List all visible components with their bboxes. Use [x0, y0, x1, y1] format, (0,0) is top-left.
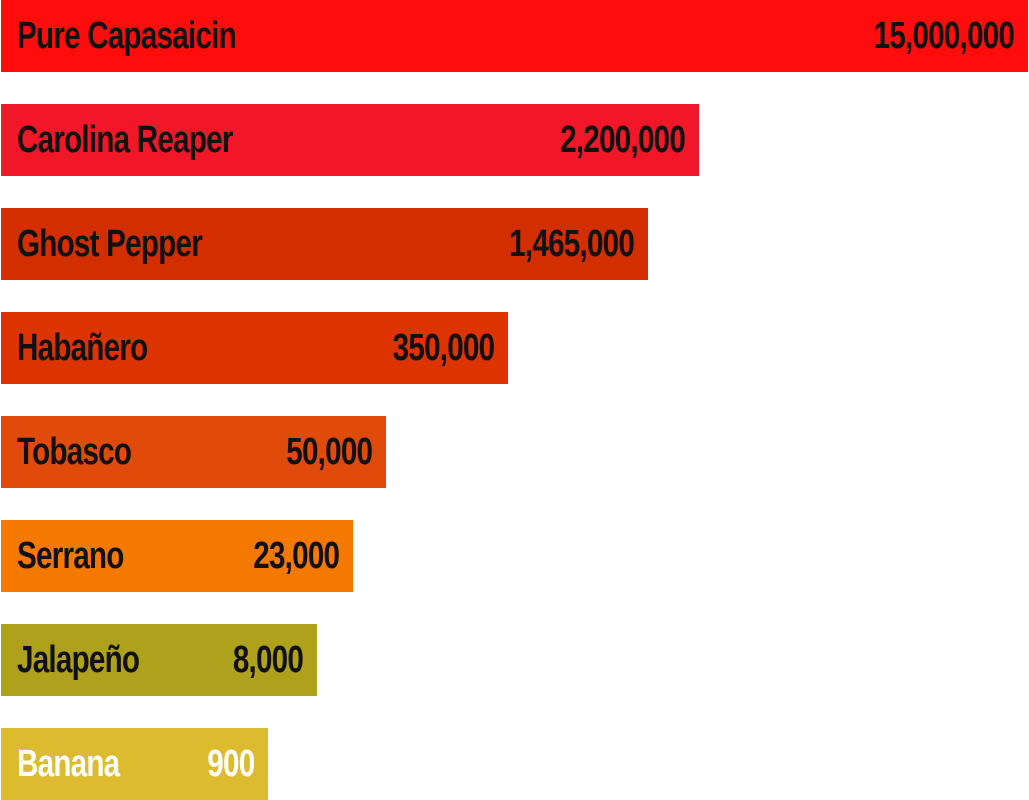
bar-label-5: Serrano [17, 535, 124, 577]
bar-label-0: Pure Capasaicin [17, 15, 237, 57]
bar-1: Carolina Reaper 2,200,000 [1, 104, 699, 176]
bar-value-label-7: 900 [206, 743, 255, 785]
bar-value-label-4: 50,000 [286, 431, 373, 473]
bar-value-label-1: 2,200,000 [560, 119, 686, 161]
bar-7: Banana 900 [1, 728, 268, 800]
bar-value-label-2: 1,465,000 [509, 223, 635, 265]
bar-3: Habañero 350,000 [1, 312, 508, 384]
bar-0: Pure Capasaicin 15,000,000 [1, 0, 1028, 72]
bar-label-6: Jalapeño [17, 639, 140, 681]
bar-value-label-6: 8,000 [232, 639, 304, 681]
bar-value-label-0: 15,000,000 [873, 15, 1014, 57]
bar-2: Ghost Pepper 1,465,000 [1, 208, 648, 280]
bar-label-2: Ghost Pepper [17, 223, 203, 265]
bar-4: Tobasco 50,000 [1, 416, 386, 488]
bar-6: Jalapeño 8,000 [1, 624, 317, 696]
bar-label-7: Banana [17, 743, 120, 785]
bar-label-3: Habañero [17, 327, 148, 369]
bar-label-4: Tobasco [17, 431, 132, 473]
bar-label-1: Carolina Reaper [17, 119, 233, 161]
bar-5: Serrano 23,000 [1, 520, 353, 592]
bar-value-label-3: 350,000 [392, 327, 494, 369]
bar-value-label-5: 23,000 [253, 535, 340, 577]
